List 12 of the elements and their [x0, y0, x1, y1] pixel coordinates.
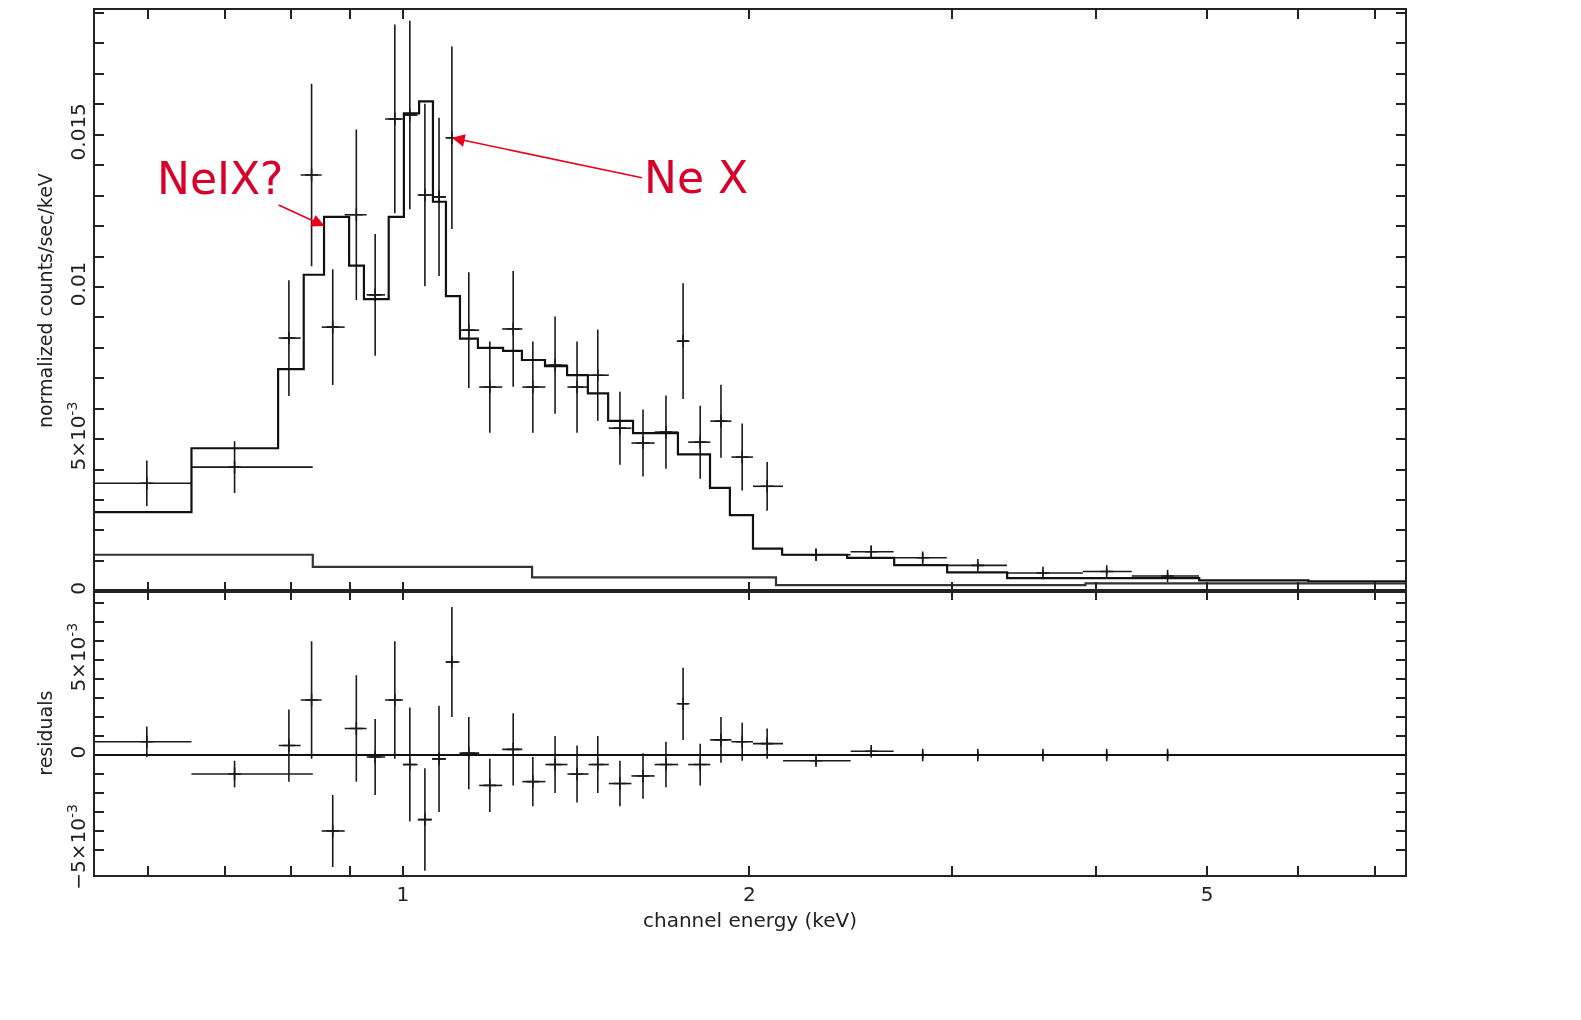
y-axis-title: residuals [33, 690, 56, 776]
x-tick-label: 5 [1200, 882, 1214, 906]
y-tick-label: 0.015 [66, 103, 90, 161]
annotation: Ne X [644, 152, 749, 203]
y-tick-label: 0 [66, 581, 90, 595]
x-axis-title: channel energy (keV) [642, 908, 858, 932]
x-tick-label: 1 [396, 882, 410, 906]
y-tick-label: 0.01 [66, 261, 90, 307]
y-axis-title: normalized counts/sec/keV [33, 173, 56, 429]
annotation: NeIX? [157, 153, 284, 204]
y-tick-label: 0 [66, 745, 90, 759]
x-tick-label: 2 [742, 882, 756, 906]
